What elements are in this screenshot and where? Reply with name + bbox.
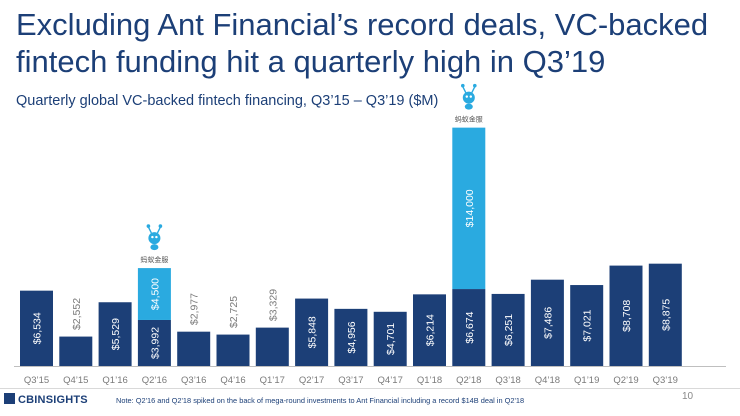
data-label-q116-series1: $5,529 bbox=[110, 318, 122, 350]
bar-q218-series1 bbox=[452, 289, 486, 366]
bar-q118-series1 bbox=[413, 294, 446, 366]
bar-q316-series1 bbox=[177, 331, 211, 366]
bar-q117-series1 bbox=[255, 327, 289, 366]
x-tick-label-q317: Q3’17 bbox=[338, 375, 363, 386]
data-label-q416-series1: $2,725 bbox=[228, 296, 240, 328]
x-tick-label-q319: Q3’19 bbox=[653, 375, 678, 386]
ant-antenna-tip-right bbox=[158, 224, 163, 228]
x-tick-label-q318: Q3’18 bbox=[495, 375, 520, 386]
bar-q218-series2 bbox=[452, 127, 486, 290]
x-tick-label-q217: Q2’17 bbox=[299, 375, 324, 386]
x-tick-label-q416: Q4’16 bbox=[220, 375, 245, 386]
bar-q318-series1 bbox=[491, 293, 525, 366]
data-label-q117-series1: $3,329 bbox=[267, 289, 279, 321]
ant-body bbox=[150, 244, 159, 251]
cb-insights-logo: CBINSIGHTS bbox=[4, 393, 88, 406]
ant-head bbox=[462, 91, 475, 104]
x-tick-label-q118: Q1’18 bbox=[417, 375, 442, 386]
x-tick-label-q119: Q1’19 bbox=[574, 375, 599, 386]
ant-eye-left bbox=[465, 95, 468, 98]
data-label-q319-series1: $8,875 bbox=[660, 299, 672, 331]
bar-q219-series1 bbox=[609, 265, 643, 366]
data-label-q219-series1: $8,708 bbox=[621, 300, 633, 332]
chart-subtitle: Quarterly global VC-backed fintech finan… bbox=[16, 93, 439, 109]
data-label-q317-series1: $4,956 bbox=[346, 321, 358, 353]
page-title: Excluding Ant Financial’s record deals, … bbox=[16, 7, 709, 79]
x-tick-label-q415: Q4’15 bbox=[63, 375, 88, 386]
data-label-q315-series1: $6,534 bbox=[32, 312, 44, 344]
bar-q415-series1 bbox=[59, 336, 93, 366]
cb-insights-logo-icon bbox=[4, 393, 15, 404]
data-label-q316-series1: $2,977 bbox=[189, 293, 201, 325]
x-tick-label-q315: Q3’15 bbox=[24, 375, 49, 386]
ant-antenna-left bbox=[462, 86, 467, 93]
bar-q418-series1 bbox=[530, 279, 564, 366]
ant-financial-logo-icon-q218: 蚂蚁金服 bbox=[455, 83, 483, 124]
page-number: 10 bbox=[682, 391, 694, 402]
data-label-q216-series2: $4,500 bbox=[149, 278, 161, 310]
bar-q416-series1 bbox=[216, 334, 250, 366]
footer-divider bbox=[0, 388, 740, 389]
data-label-q415-series1: $2,552 bbox=[71, 298, 83, 330]
data-label-q218-series1: $6,674 bbox=[464, 311, 476, 343]
x-tick-label-q418: Q4’18 bbox=[535, 375, 560, 386]
fintech-funding-chart: $6,534 Q3’15 $2,552 Q4’15 $5,529 Q1’16 $3,992 $… bbox=[14, 83, 726, 386]
cb-insights-logo-text: CBINSIGHTS bbox=[18, 394, 88, 406]
x-tick-label-q216: Q2’16 bbox=[142, 375, 167, 386]
data-label-q118-series1: $6,214 bbox=[425, 314, 437, 346]
bar-q317-series1 bbox=[334, 308, 368, 366]
data-label-q417-series1: $4,701 bbox=[385, 323, 397, 355]
bar-q216-series2 bbox=[137, 268, 171, 320]
bar-q319-series1 bbox=[648, 263, 682, 366]
bar-q417-series1 bbox=[373, 311, 407, 366]
ant-financial-logo-icon-q216: 蚂蚁金服 bbox=[140, 224, 168, 264]
ant-eye-right bbox=[469, 95, 472, 98]
footnote: Note: Q2'16 and Q2'18 spiked on the back… bbox=[116, 396, 525, 405]
ant-antenna-tip-left bbox=[146, 224, 151, 228]
data-label-q218-series2: $14,000 bbox=[464, 189, 476, 227]
data-label-q216-series1: $3,992 bbox=[149, 327, 161, 359]
ant-antenna-right bbox=[156, 226, 162, 234]
x-tick-label-q117: Q1’17 bbox=[260, 375, 285, 386]
x-tick-label-q116: Q1’16 bbox=[102, 375, 127, 386]
bar-q217-series1 bbox=[295, 298, 329, 366]
ant-financial-logo-text: 蚂蚁金服 bbox=[140, 255, 168, 264]
ant-antenna-left bbox=[147, 226, 153, 234]
ant-financial-logo-text: 蚂蚁金服 bbox=[455, 115, 483, 124]
bar-q315-series1 bbox=[20, 290, 53, 366]
ant-eye-left bbox=[151, 235, 154, 239]
bar-q119-series1 bbox=[570, 285, 604, 366]
ant-antenna-right bbox=[471, 86, 476, 93]
x-tick-label-q316: Q3’16 bbox=[181, 375, 206, 386]
ant-eye-right bbox=[155, 235, 158, 239]
x-tick-label-q417: Q4’17 bbox=[378, 375, 403, 386]
x-tick-label-q219: Q2’19 bbox=[613, 375, 638, 386]
data-label-q418-series1: $7,486 bbox=[542, 307, 554, 339]
data-label-q217-series1: $5,848 bbox=[307, 316, 319, 348]
ant-antenna-tip-right bbox=[473, 83, 477, 88]
bar-q216-series1 bbox=[137, 319, 171, 366]
ant-antenna-tip-left bbox=[461, 83, 465, 88]
data-label-q119-series1: $7,021 bbox=[582, 309, 594, 341]
data-label-q318-series1: $6,251 bbox=[503, 314, 515, 346]
x-tick-label-q218: Q2’18 bbox=[456, 375, 481, 386]
bar-q116-series1 bbox=[98, 302, 132, 366]
ant-body bbox=[464, 103, 473, 110]
ant-head bbox=[148, 232, 161, 245]
